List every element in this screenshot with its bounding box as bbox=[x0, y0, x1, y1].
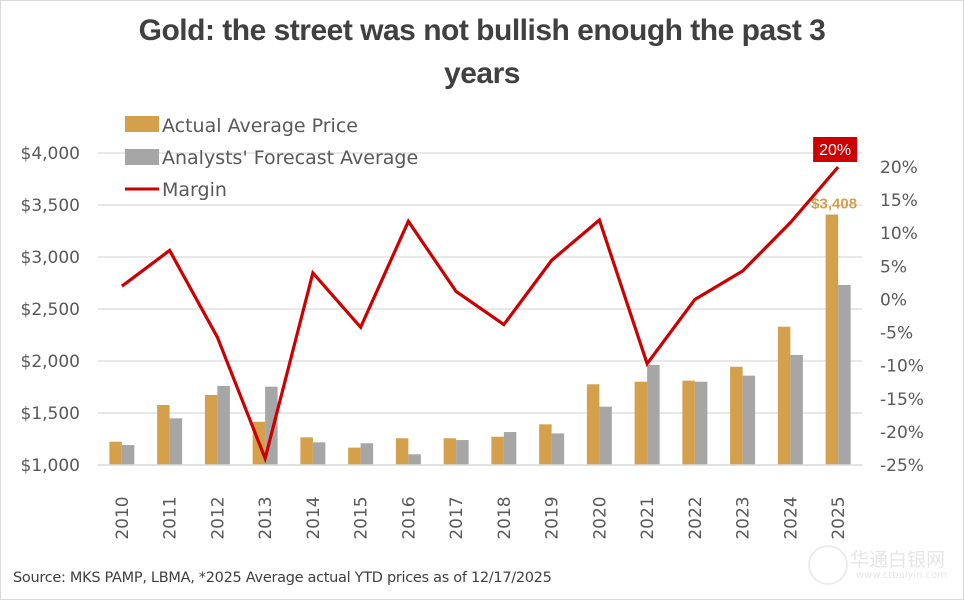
chart-title-line-1: Gold: the street was not bullish enough … bbox=[138, 14, 826, 47]
bar-actual-average-price bbox=[730, 366, 743, 465]
bar-analysts-forecast bbox=[456, 440, 469, 465]
legend: Actual Average Price Analysts' Forecast … bbox=[125, 115, 418, 201]
legend-label-margin: Margin bbox=[162, 179, 227, 201]
x-axis-tick-label: 2010 bbox=[113, 496, 133, 539]
bar-analysts-forecast bbox=[503, 432, 517, 465]
bar-analysts-forecast bbox=[217, 385, 230, 465]
bar-analysts-forecast bbox=[169, 418, 183, 465]
left-axis-tick-label: $4,000 bbox=[21, 144, 80, 164]
bar-analysts-forecast bbox=[599, 406, 612, 465]
bar-actual-average-price bbox=[586, 384, 600, 465]
right-axis-tick-label: -10% bbox=[880, 357, 924, 377]
bar-analysts-forecast bbox=[790, 354, 803, 465]
bar-analysts-forecast bbox=[360, 443, 374, 465]
x-axis-tick-label: 2019 bbox=[543, 496, 563, 539]
x-axis-tick-label: 2011 bbox=[161, 496, 181, 539]
legend-label-forecast: Analysts' Forecast Average bbox=[162, 147, 418, 169]
bar-actual-average-price bbox=[395, 438, 409, 465]
x-axis-tick-label: 2021 bbox=[638, 496, 658, 539]
bar-analysts-forecast bbox=[838, 284, 851, 465]
bar-analysts-forecast bbox=[694, 381, 708, 465]
bar-actual-average-price bbox=[682, 380, 695, 465]
x-axis-ticks: 2010 2011 2012 2013 2014 2015 2016 2017 2018 2019… bbox=[113, 496, 849, 539]
source-note: Source: MKS PAMP, LBMA, *2025 Average ac… bbox=[13, 570, 552, 586]
watermark-text: 华通白银网 bbox=[850, 549, 946, 571]
right-axis-tick-label: -15% bbox=[880, 390, 924, 410]
x-axis-tick-label: 2018 bbox=[495, 496, 515, 539]
x-axis-tick-label: 2022 bbox=[686, 496, 706, 539]
x-axis-tick-label: 2023 bbox=[734, 496, 754, 539]
bar-actual-average-price bbox=[634, 381, 648, 465]
right-axis-tick-label: -25% bbox=[880, 456, 924, 476]
annotations: $3,408 20% bbox=[811, 137, 858, 213]
bar-actual-average-price bbox=[777, 326, 791, 465]
bar-analysts-forecast bbox=[551, 433, 565, 465]
x-axis-tick-label: 2020 bbox=[590, 496, 610, 539]
x-axis-tick-label: 2015 bbox=[352, 496, 372, 539]
bar-actual-average-price bbox=[109, 441, 122, 465]
left-axis-tick-label: $1,000 bbox=[21, 456, 80, 476]
bar-analysts-forecast bbox=[121, 445, 135, 465]
bars bbox=[109, 214, 851, 465]
x-axis-tick-label: 2016 bbox=[399, 496, 419, 539]
left-axis-tick-label: $1,500 bbox=[21, 404, 80, 424]
x-axis-tick-label: 2012 bbox=[208, 496, 228, 539]
bar-actual-average-price bbox=[539, 424, 552, 465]
watermark-url: www.ctbaiyin.com bbox=[856, 570, 948, 581]
chart-title-line-2: years bbox=[444, 57, 520, 90]
bar-analysts-forecast bbox=[742, 375, 756, 465]
legend-swatch-forecast bbox=[125, 149, 159, 165]
left-axis-tick-label: $3,000 bbox=[21, 248, 80, 268]
x-axis-tick-label: 2025 bbox=[829, 496, 849, 539]
margin-line bbox=[120, 165, 840, 464]
right-axis-tick-label: 15% bbox=[880, 191, 918, 211]
bar-actual-average-price bbox=[348, 447, 361, 465]
x-axis-tick-label: 2024 bbox=[781, 496, 801, 539]
bar-actual-average-price bbox=[825, 214, 839, 465]
bar-actual-average-price bbox=[300, 437, 313, 465]
x-axis-tick-label: 2014 bbox=[304, 496, 324, 539]
legend-label-actual: Actual Average Price bbox=[162, 115, 358, 137]
legend-swatch-actual bbox=[125, 116, 159, 132]
bar-analysts-forecast bbox=[408, 454, 421, 465]
bar-analysts-forecast bbox=[312, 442, 326, 465]
x-axis-tick-label: 2013 bbox=[256, 496, 276, 539]
bar-actual-average-price bbox=[204, 395, 218, 465]
left-axis-tick-label: $2,500 bbox=[21, 300, 80, 320]
left-axis-tick-label: $2,000 bbox=[21, 352, 80, 372]
right-axis-tick-label: -20% bbox=[880, 423, 924, 443]
right-axis-ticks: -25% -20% -15% -10% -5% 0% 5% 10% 15% 20% bbox=[880, 158, 924, 476]
x-axis-tick-label: 2017 bbox=[447, 496, 467, 539]
right-axis-tick-label: -5% bbox=[880, 324, 913, 344]
watermark-logo-icon bbox=[808, 545, 848, 585]
margin-2025-label: 20% bbox=[819, 142, 851, 159]
bar-actual-average-price bbox=[443, 438, 457, 465]
right-axis-tick-label: 20% bbox=[880, 158, 918, 178]
left-axis-ticks: $1,000 $1,500 $2,000 $2,500 $3,000 $3,500 $4,0… bbox=[21, 144, 80, 476]
bar-actual-average-price bbox=[491, 436, 504, 465]
bar-analysts-forecast bbox=[647, 364, 660, 465]
margin-line-group bbox=[120, 165, 840, 464]
bar-actual-average-price bbox=[157, 404, 170, 465]
right-axis-tick-label: 10% bbox=[880, 224, 918, 244]
right-axis-tick-label: 0% bbox=[880, 290, 907, 310]
margin-2025-label-box bbox=[813, 137, 858, 162]
right-axis-tick-label: 5% bbox=[880, 257, 907, 277]
left-axis-tick-label: $3,500 bbox=[21, 196, 80, 216]
actual-price-2025-label: $3,408 bbox=[811, 196, 857, 213]
